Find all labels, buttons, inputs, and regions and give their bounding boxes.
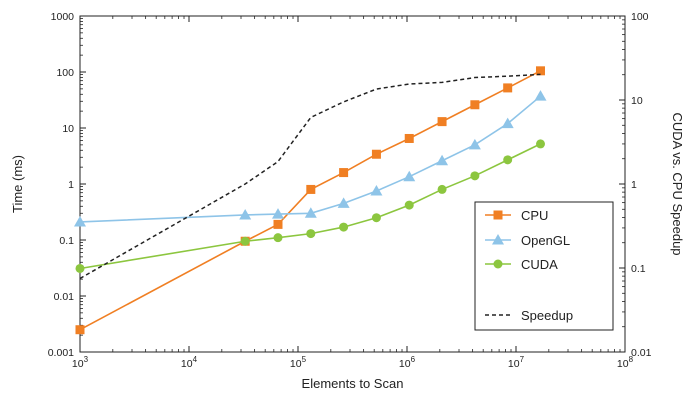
opengl-point: [534, 90, 547, 101]
y-tick-label: 1000: [51, 11, 75, 23]
y-tick-label: 0.001: [48, 347, 74, 359]
cpu-point: [273, 219, 283, 229]
opengl-point: [304, 207, 317, 218]
y-tick-label: 10: [62, 123, 74, 135]
plot-series: [74, 66, 547, 335]
y-tick-label: 0.01: [54, 291, 75, 303]
cuda-point: [470, 171, 480, 181]
legend-opengl-label: OpenGL: [521, 233, 570, 248]
y-tick-label: 100: [56, 67, 74, 79]
x-tick-label: 107: [508, 355, 525, 370]
cpu-point: [503, 83, 513, 93]
opengl-point: [403, 170, 416, 182]
x-tick-label: 108: [617, 355, 634, 370]
opengl-point: [436, 154, 449, 166]
x-tick-label: 106: [399, 355, 416, 370]
opengl-point: [74, 215, 86, 227]
cuda-point: [75, 263, 85, 273]
opengl-point: [337, 197, 350, 208]
axis-ticks: 103 104 105 106 107 1080.0010.010.11101001000…: [48, 11, 652, 370]
cpu-point: [371, 149, 381, 159]
cuda-point: [503, 155, 513, 165]
cpu-point: [75, 325, 85, 335]
opengl-point: [271, 208, 284, 219]
cuda-point: [240, 236, 250, 246]
cuda-line: [79, 143, 541, 270]
cuda-point: [404, 200, 414, 210]
y2-tick-label: 0.01: [631, 347, 652, 359]
cpu-line: [79, 70, 541, 331]
x-tick-label: 105: [290, 355, 307, 370]
legend: CPU OpenGL CUDA Speedup: [474, 201, 614, 331]
cpu-point: [339, 168, 349, 178]
cpu-point: [470, 100, 480, 110]
legend-speedup-label: Speedup: [521, 308, 573, 323]
cpu-point: [306, 184, 316, 194]
y-axis-title: Time (ms): [10, 155, 25, 213]
cuda-point: [273, 233, 283, 243]
x-axis-title: Elements to Scan: [302, 376, 404, 391]
legend-opengl-marker: [492, 234, 504, 245]
y2-axis-title: CUDA vs. CPU Speedup: [670, 112, 685, 255]
cuda-point: [306, 229, 316, 239]
x-tick-label: 104: [181, 355, 198, 370]
y2-tick-label: 100: [631, 11, 649, 23]
cpu-point: [437, 117, 447, 127]
legend-cpu-label: CPU: [521, 208, 548, 223]
cuda-point: [339, 222, 349, 232]
cuda-point: [535, 139, 545, 149]
cuda-point: [371, 213, 381, 223]
y2-tick-label: 0.1: [631, 263, 646, 275]
opengl-point: [370, 184, 383, 196]
x-tick-label: 103: [72, 355, 89, 370]
y-tick-label: 1: [68, 179, 74, 191]
opengl-point: [501, 117, 514, 129]
y2-tick-label: 1: [631, 179, 637, 191]
y-tick-label: 0.1: [59, 235, 74, 247]
y2-tick-label: 10: [631, 95, 643, 107]
opengl-point: [468, 138, 481, 150]
legend-cuda-marker: [493, 259, 503, 269]
legend-cpu-marker: [493, 210, 503, 220]
opengl-line: [79, 95, 542, 223]
cpu-point: [404, 133, 414, 143]
legend-cuda-label: CUDA: [521, 257, 558, 272]
cpu-point: [535, 66, 545, 76]
cuda-point: [437, 184, 447, 194]
opengl-point: [239, 208, 252, 220]
